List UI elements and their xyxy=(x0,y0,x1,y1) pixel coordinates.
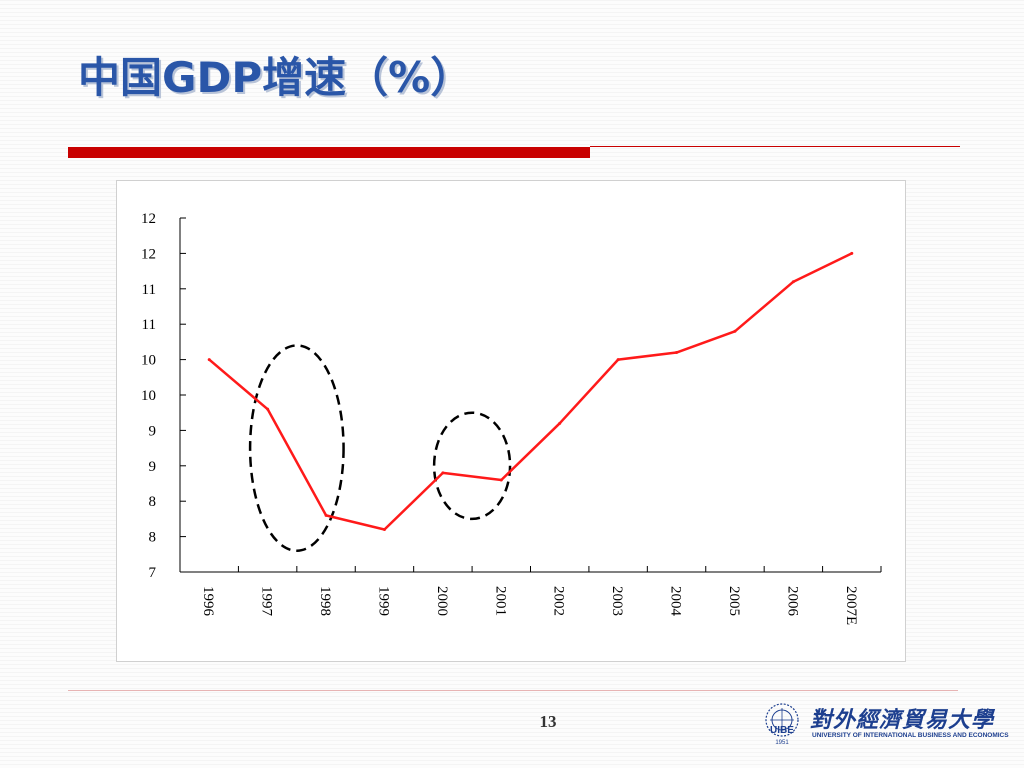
chart-container: 7 8 8 9 9 10 10 11 11 12 12 1996 1997 1998 1999 2000 200… xyxy=(116,180,906,662)
emblem-year: 1951 xyxy=(775,740,789,746)
university-logo: UIBE 1951 對外經濟貿易大學 UNIVERSITY OF INTERNA… xyxy=(760,700,1009,748)
data-point xyxy=(791,280,795,284)
data-point xyxy=(382,528,386,532)
x-tick-label: 1996 xyxy=(200,586,216,617)
data-point xyxy=(675,351,679,355)
data-point xyxy=(733,329,737,333)
y-tick-label: 9 xyxy=(149,459,157,475)
y-tick-label: 10 xyxy=(141,353,156,369)
title-divider-thick xyxy=(68,147,590,158)
x-tick-label: 2002 xyxy=(551,586,567,616)
x-tick-label: 2004 xyxy=(668,586,684,617)
x-tick-label: 1999 xyxy=(375,586,391,616)
slide-title: 中国GDP增速（%） xyxy=(78,53,473,102)
dashed-ellipse-annotation xyxy=(248,344,345,553)
data-point xyxy=(207,358,211,362)
page-number: 13 xyxy=(539,712,557,731)
data-point xyxy=(499,478,503,482)
data-point xyxy=(616,358,620,362)
university-name-cn: 對外經濟貿易大學 xyxy=(810,707,995,733)
y-tick-label: 12 xyxy=(141,211,156,227)
x-tick-label: 2005 xyxy=(726,586,742,616)
data-point xyxy=(266,407,270,411)
y-tick-label: 8 xyxy=(149,494,157,510)
y-tick-label: 11 xyxy=(142,282,156,298)
dashed-ellipse-annotation xyxy=(432,411,512,521)
gdp-growth-series-line xyxy=(208,252,853,531)
y-tick-label: 8 xyxy=(149,530,157,546)
y-tick-label: 10 xyxy=(141,388,156,404)
y-tick-label: 12 xyxy=(141,246,156,262)
data-point xyxy=(441,471,445,475)
data-point xyxy=(850,251,854,255)
university-emblem-icon: UIBE 1951 xyxy=(765,703,799,746)
x-tick-label: 1998 xyxy=(317,586,333,616)
y-tick-label: 7 xyxy=(149,565,157,581)
data-point xyxy=(558,421,562,425)
university-name-en: UNIVERSITY OF INTERNATIONAL BUSINESS AND… xyxy=(812,732,1009,739)
x-tick-label: 1997 xyxy=(259,586,275,617)
x-tick-label: 2007E xyxy=(843,586,859,625)
y-tick-label: 9 xyxy=(149,423,157,439)
data-point xyxy=(324,513,328,517)
footer-divider xyxy=(68,690,958,691)
line-chart: 7 8 8 9 9 10 10 11 11 12 12 1996 1997 1998 1999 2000 200… xyxy=(141,211,882,625)
title-divider-thin xyxy=(590,146,960,147)
y-tick-label: 11 xyxy=(142,317,156,333)
x-tick-label: 2001 xyxy=(492,586,508,616)
x-tick-label: 2006 xyxy=(784,586,800,617)
x-tick-label: 2000 xyxy=(434,586,450,616)
emblem-text: UIBE xyxy=(770,725,794,736)
x-tick-label: 2003 xyxy=(609,586,625,616)
